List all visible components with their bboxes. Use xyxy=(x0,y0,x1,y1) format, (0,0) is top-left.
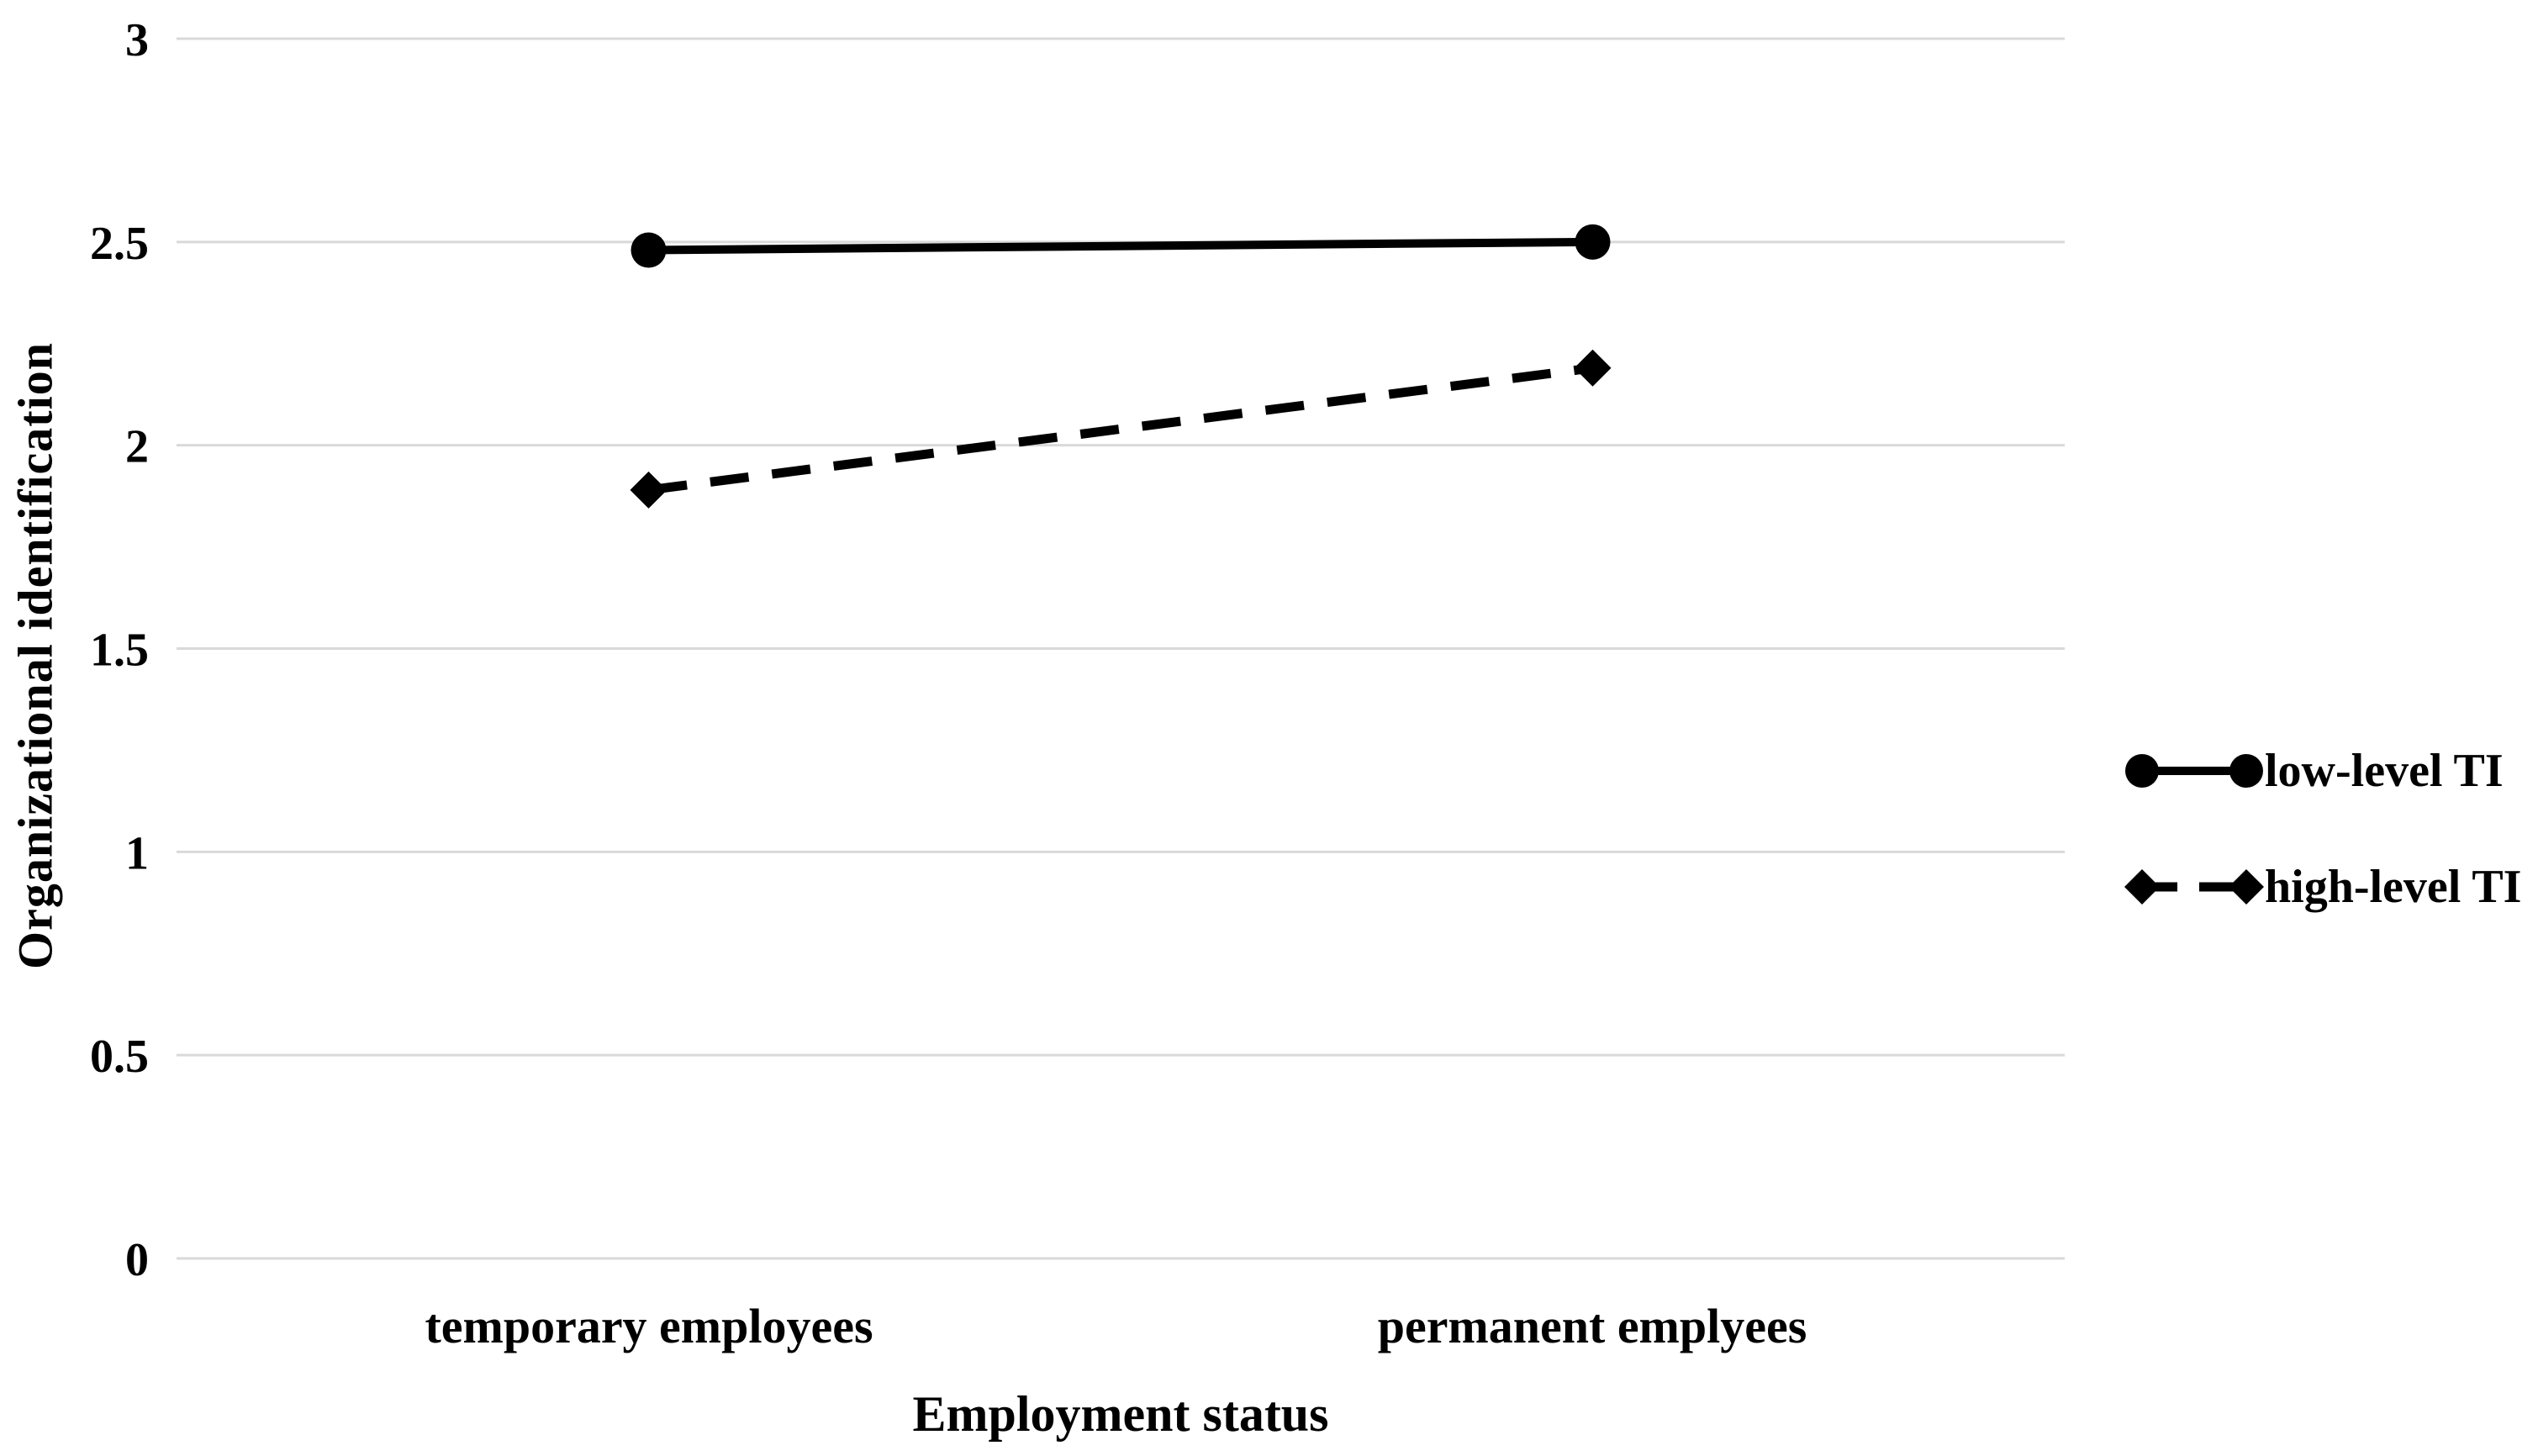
y-tick-label: 3 xyxy=(125,14,149,66)
data-point-circle-marker xyxy=(631,232,667,268)
legend: low-level TI high-level TI xyxy=(2124,745,2522,913)
y-tick-label: 2.5 xyxy=(90,218,149,270)
y-tick-label: 1.5 xyxy=(90,625,149,677)
x-category-label-permanent: permanent emplyees xyxy=(1377,1299,1807,1353)
legend-label-low-level-ti: low-level TI xyxy=(2265,745,2504,797)
x-axis-title: Employment status xyxy=(912,1386,1329,1442)
legend-label-high-level-ti: high-level TI xyxy=(2265,861,2522,913)
y-axis-title: Organizational identification xyxy=(8,342,63,969)
data-point-circle-marker xyxy=(1575,224,1611,260)
solid-line-circle-marker-icon xyxy=(2125,754,2263,788)
series-line-high-level-TI xyxy=(647,363,1594,495)
legend-item-low-level-ti: low-level TI xyxy=(2124,745,2521,797)
legend-item-high-level-ti: high-level TI xyxy=(2124,861,2522,913)
x-category-label-temporary: temporary employees xyxy=(425,1299,873,1353)
y-tick-label: 1 xyxy=(125,827,149,879)
data-point-diamond-marker xyxy=(630,471,667,509)
y-tick-label: 2 xyxy=(125,421,149,473)
data-point-diamond-marker xyxy=(1574,349,1612,387)
y-tick-label: 0.5 xyxy=(90,1031,149,1083)
dashed-line-diamond-marker-icon xyxy=(2124,869,2264,905)
y-tick-label: 0 xyxy=(125,1234,149,1286)
series-line-low-level-TI xyxy=(648,237,1593,255)
